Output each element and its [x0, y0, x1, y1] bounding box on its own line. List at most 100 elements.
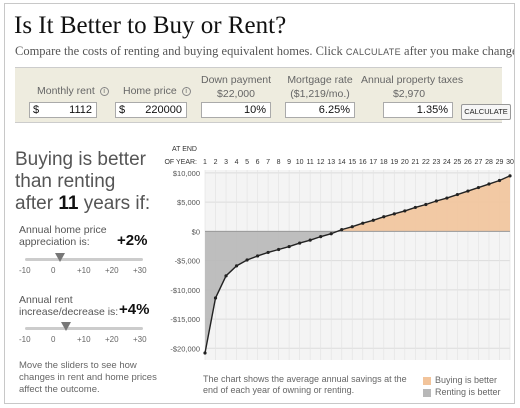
x-tick-label: 1 — [203, 159, 207, 166]
home-price-label: Home price i — [123, 85, 191, 97]
legend-swatch-buying — [423, 376, 431, 385]
data-point — [266, 250, 270, 255]
currency-symbol: $ — [119, 104, 126, 116]
headline-line-3: after 11 years if: — [15, 193, 165, 215]
x-tick-label: 17 — [369, 159, 377, 166]
y-tick-label: $10,000 — [173, 169, 200, 178]
info-icon[interactable]: i — [181, 86, 191, 96]
x-tick-label: 24 — [443, 159, 451, 166]
home-appreciation-value: +2% — [117, 232, 148, 249]
x-tick-label: 21 — [411, 159, 419, 166]
calculate-button[interactable]: CALCULATE — [461, 104, 511, 120]
x-tick-label: 15 — [348, 159, 356, 166]
data-point — [487, 182, 491, 186]
y-tick-label: -$10,000 — [170, 286, 200, 295]
property-tax-field[interactable]: 1.35% — [383, 102, 453, 118]
data-point — [424, 202, 428, 207]
slider-tick: +30 — [133, 266, 147, 275]
x-tick-label: 10 — [296, 159, 304, 166]
data-point — [234, 264, 239, 268]
slider-tick: 0 — [51, 266, 56, 275]
slider-tick: -10 — [19, 335, 31, 344]
legend-label-renting: Renting is better — [435, 387, 501, 397]
home-price-field[interactable]: $ 220000 — [115, 102, 187, 118]
subtitle-text-end: after you make changes. — [404, 44, 515, 58]
slider-tick: 0 — [51, 335, 56, 344]
breakeven-years: 11 — [58, 193, 79, 214]
monthly-rent-field[interactable]: $ 1112 — [29, 102, 97, 118]
currency-symbol: $ — [33, 104, 40, 116]
y-tick-label: -$5,000 — [175, 257, 200, 266]
data-point — [350, 225, 354, 229]
rent-change-value: +4% — [119, 301, 150, 318]
slider-tick: +20 — [105, 266, 119, 275]
x-tick-label: 7 — [266, 159, 270, 166]
x-tick-label: 23 — [432, 159, 440, 166]
down-payment-value: 10% — [243, 104, 266, 116]
renting-better-area — [205, 231, 338, 353]
data-point — [329, 232, 333, 236]
x-tick-label: 26 — [464, 159, 472, 166]
data-point — [287, 244, 291, 249]
data-point — [277, 247, 281, 252]
rent-change-slider-handle[interactable] — [61, 322, 72, 331]
data-point — [382, 215, 386, 219]
slider-tick: +10 — [77, 335, 91, 344]
x-tick-label: 16 — [359, 159, 367, 166]
data-point — [445, 196, 449, 200]
rent-change-label-1: Annual rent — [19, 294, 73, 306]
home-price-label-text: Home price — [123, 85, 177, 97]
chart-caption: The chart shows the average annual savin… — [203, 374, 407, 395]
headline-line-2: than renting — [15, 171, 116, 192]
data-point — [245, 258, 249, 262]
property-tax-amount: $2,970 — [392, 88, 426, 100]
legend-swatch-renting — [423, 388, 431, 397]
headline-line-1: Buying is better — [15, 149, 146, 170]
y-tick-label: -$15,000 — [170, 315, 200, 324]
inputs-panel: Monthly rent i $ 1112 Home price i $ 220… — [15, 67, 511, 123]
home-appreciation-slider-handle[interactable] — [55, 253, 66, 262]
rent-change-label: Annual rent increase/decrease is: — [19, 294, 118, 318]
data-point — [224, 274, 228, 278]
data-point — [255, 254, 260, 258]
x-tick-label: 28 — [485, 159, 493, 166]
data-point — [497, 178, 502, 183]
data-point — [508, 174, 512, 178]
x-tick-label: 3 — [224, 159, 228, 166]
data-point — [361, 221, 365, 225]
data-point — [434, 199, 438, 203]
x-tick-label: 4 — [235, 159, 239, 166]
y-tick-label: -$20,000 — [170, 344, 200, 353]
slider-tick: +30 — [133, 335, 147, 344]
slider-tick: +20 — [105, 335, 119, 344]
mortgage-rate-label: Mortgage rate — [287, 74, 353, 86]
monthly-rent-label-text: Monthly rent — [37, 85, 95, 97]
y-tick-label: $5,000 — [177, 198, 200, 207]
x-tick-label: 25 — [454, 159, 462, 166]
page-subtitle: Compare the costs of renting and buying … — [15, 44, 515, 59]
home-price-value: 220000 — [145, 104, 182, 116]
down-payment-field[interactable]: 10% — [201, 102, 271, 118]
home-appreciation-slider-track[interactable] — [25, 258, 143, 261]
info-icon[interactable]: i — [99, 86, 109, 96]
legend-label-buying: Buying is better — [435, 375, 498, 385]
calculator-frame: Is It Better to Buy or Rent? Compare the… — [4, 3, 515, 404]
rent-change-slider-track[interactable] — [25, 327, 143, 330]
down-payment-amount: $22,000 — [217, 88, 255, 100]
x-tick-label: 20 — [401, 159, 409, 166]
slider-instructions: Move the sliders to see how changes in r… — [19, 360, 157, 395]
x-tick-label: 2 — [214, 159, 218, 166]
mortgage-rate-field[interactable]: 6.25% — [285, 102, 355, 118]
data-point — [319, 235, 323, 239]
x-tick-label: 11 — [307, 159, 314, 166]
mortgage-rate-value: 6.25% — [318, 104, 350, 116]
home-appreciation-label-2: appreciation is: — [19, 236, 90, 248]
data-point — [403, 209, 407, 213]
buying-better-area — [337, 175, 510, 232]
legend-item-renting: Renting is better — [423, 386, 501, 398]
data-point — [371, 218, 375, 222]
mortgage-monthly-payment: ($1,219/mo.) — [290, 88, 350, 100]
subtitle-text: Compare the costs of renting and buying … — [15, 44, 343, 58]
x-tick-label: 13 — [327, 159, 335, 166]
headline-years-if: years if: — [83, 193, 151, 214]
